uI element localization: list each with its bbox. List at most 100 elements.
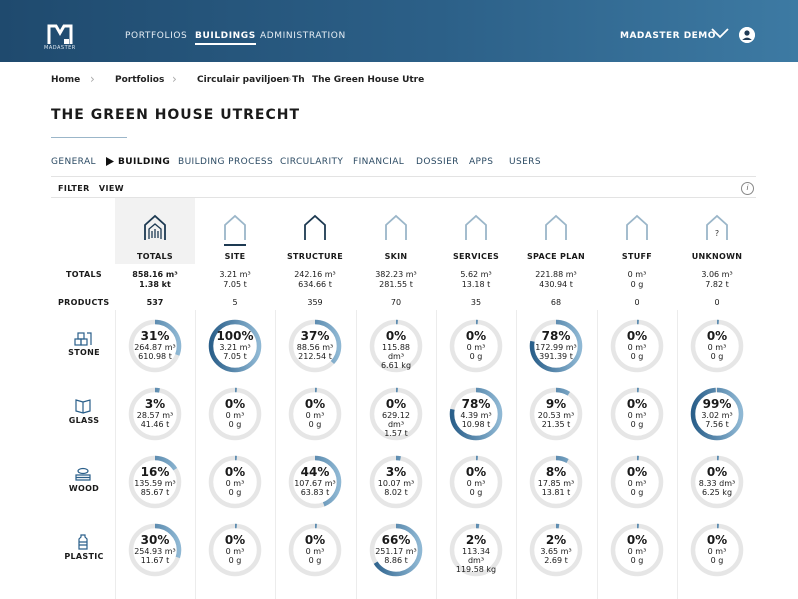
percentage-ring[interactable] [688,317,746,375]
products-skin: 70 [390,298,402,307]
percentage-ring[interactable] [608,453,666,511]
filter-button[interactable]: FILTER [58,184,90,193]
column-services[interactable]: SERVICES [436,198,516,261]
breadcrumb-home[interactable]: Home [51,75,81,85]
cell-mass: 0 g [308,420,322,429]
chevron-down-icon[interactable] [711,27,729,39]
percentage-ring[interactable] [206,317,264,375]
cell-mass: 0 g [228,488,242,497]
total-volume: 5.62 m³ [460,270,492,279]
column-totals[interactable]: TOTALS [115,198,195,264]
percentage-ring[interactable] [286,453,344,511]
percentage-ring[interactable] [447,521,505,579]
column-structure[interactable]: STRUCTURE [275,198,355,261]
percentage-ring[interactable] [527,453,585,511]
glass-label: GLASS [68,416,100,425]
products-space-plan: 68 [550,298,562,307]
tab-dossier[interactable]: DOSSIER [416,157,459,167]
cell-volume: 0 m³ [627,479,647,488]
percentage-ring[interactable] [286,317,344,375]
cell-percentage: 31% [140,329,170,343]
column-site[interactable]: SITE [195,198,275,261]
total-mass: 281.55 t [379,280,413,289]
percentage-ring[interactable] [367,453,425,511]
percentage-ring[interactable] [126,521,184,579]
percentage-ring[interactable] [126,317,184,375]
services-label: SERVICES [452,252,500,261]
tab-circularity[interactable]: CIRCULARITY [280,157,344,167]
percentage-ring[interactable] [206,453,264,511]
percentage-ring[interactable] [367,385,425,443]
madaster-logo-icon[interactable] [46,22,74,48]
percentage-ring[interactable] [286,385,344,443]
nav-portfolios[interactable]: PORTFOLIOS [125,31,188,41]
cell-plastic-totals: 30% 254.93 m³ 11.67 t [119,534,191,566]
breadcrumb-portfolios[interactable]: Portfolios [115,75,165,85]
cell-volume: 115.88 dm³ [382,343,410,361]
percentage-ring[interactable] [688,521,746,579]
cell-glass-skin: 0% 629.12 dm³ 1.57 t [360,398,432,439]
percentage-ring[interactable] [527,317,585,375]
info-icon[interactable]: i [741,182,754,195]
column-underline [545,244,567,246]
percentage-ring[interactable] [608,317,666,375]
user-name[interactable]: MADASTER DEMO [620,31,716,41]
cell-volume: 113.34 dm³ [462,547,490,565]
percentage-ring[interactable] [447,385,505,443]
user-avatar-icon[interactable] [739,27,755,43]
unknown-house-icon: ? [706,214,728,240]
cell-wood-unknown: 0% 8.33 dm³ 6.25 kg [681,466,753,498]
tab-general[interactable]: GENERAL [51,157,96,167]
column-unknown[interactable]: ? UNKNOWN [677,198,757,261]
cell-volume: 3.21 m³ [219,343,251,352]
tab-apps[interactable]: APPS [469,157,494,167]
percentage-ring[interactable] [206,521,264,579]
tab-building-process[interactable]: BUILDING PROCESS [178,157,274,167]
column-stuff[interactable]: STUFF [597,198,677,261]
ring-progress-arc [690,523,744,577]
percentage-ring[interactable] [527,521,585,579]
percentage-ring[interactable] [286,521,344,579]
ring-progress-arc [208,455,262,509]
percentage-ring[interactable] [206,385,264,443]
column-space-plan[interactable]: SPACE PLAN [516,198,596,261]
total-volume: 3.21 m³ [219,270,251,279]
column-underline [304,244,326,246]
percentage-ring[interactable] [126,385,184,443]
percentage-ring[interactable] [527,385,585,443]
nav-administration[interactable]: ADMINISTRATION [260,31,346,41]
ring-progress-arc [690,387,744,441]
tab-users[interactable]: USERS [509,157,541,167]
percentage-ring[interactable] [688,385,746,443]
percentage-ring[interactable] [608,385,666,443]
cell-percentage: 78% [461,397,491,411]
percentage-ring[interactable] [367,317,425,375]
ring-progress-arc [128,319,182,373]
play-arrow-icon [106,157,114,166]
cell-volume: 0 m³ [225,411,245,420]
total-mass: 13.18 t [461,280,491,289]
tab-building[interactable]: BUILDING [118,157,171,167]
cell-stone-totals: 31% 264.87 m³ 610.98 t [119,329,191,362]
tab-financial[interactable]: FINANCIAL [353,157,405,167]
cell-wood-services: 0% 0 m³ 0 g [440,466,512,498]
column-underline [465,244,487,246]
percentage-ring[interactable] [126,453,184,511]
cell-mass: 0 g [469,352,483,361]
breadcrumb-portfolio[interactable]: Circulair paviljoen Th [197,75,305,85]
cell-percentage: 0% [706,329,728,343]
cell-percentage: 78% [541,329,571,343]
percentage-ring[interactable] [608,521,666,579]
view-button[interactable]: VIEW [98,184,124,193]
grid-line [597,310,598,599]
percentage-ring[interactable] [447,453,505,511]
ring-progress-arc [690,455,744,509]
percentage-ring[interactable] [447,317,505,375]
percentage-ring[interactable] [367,521,425,579]
cell-volume: 28.57 m³ [136,411,174,420]
nav-buildings[interactable]: BUILDINGS [195,31,256,45]
column-skin[interactable]: SKIN [356,198,436,261]
cell-volume: 135.59 m³ [134,479,176,488]
cell-wood-stuff: 0% 0 m³ 0 g [601,466,673,498]
percentage-ring[interactable] [688,453,746,511]
